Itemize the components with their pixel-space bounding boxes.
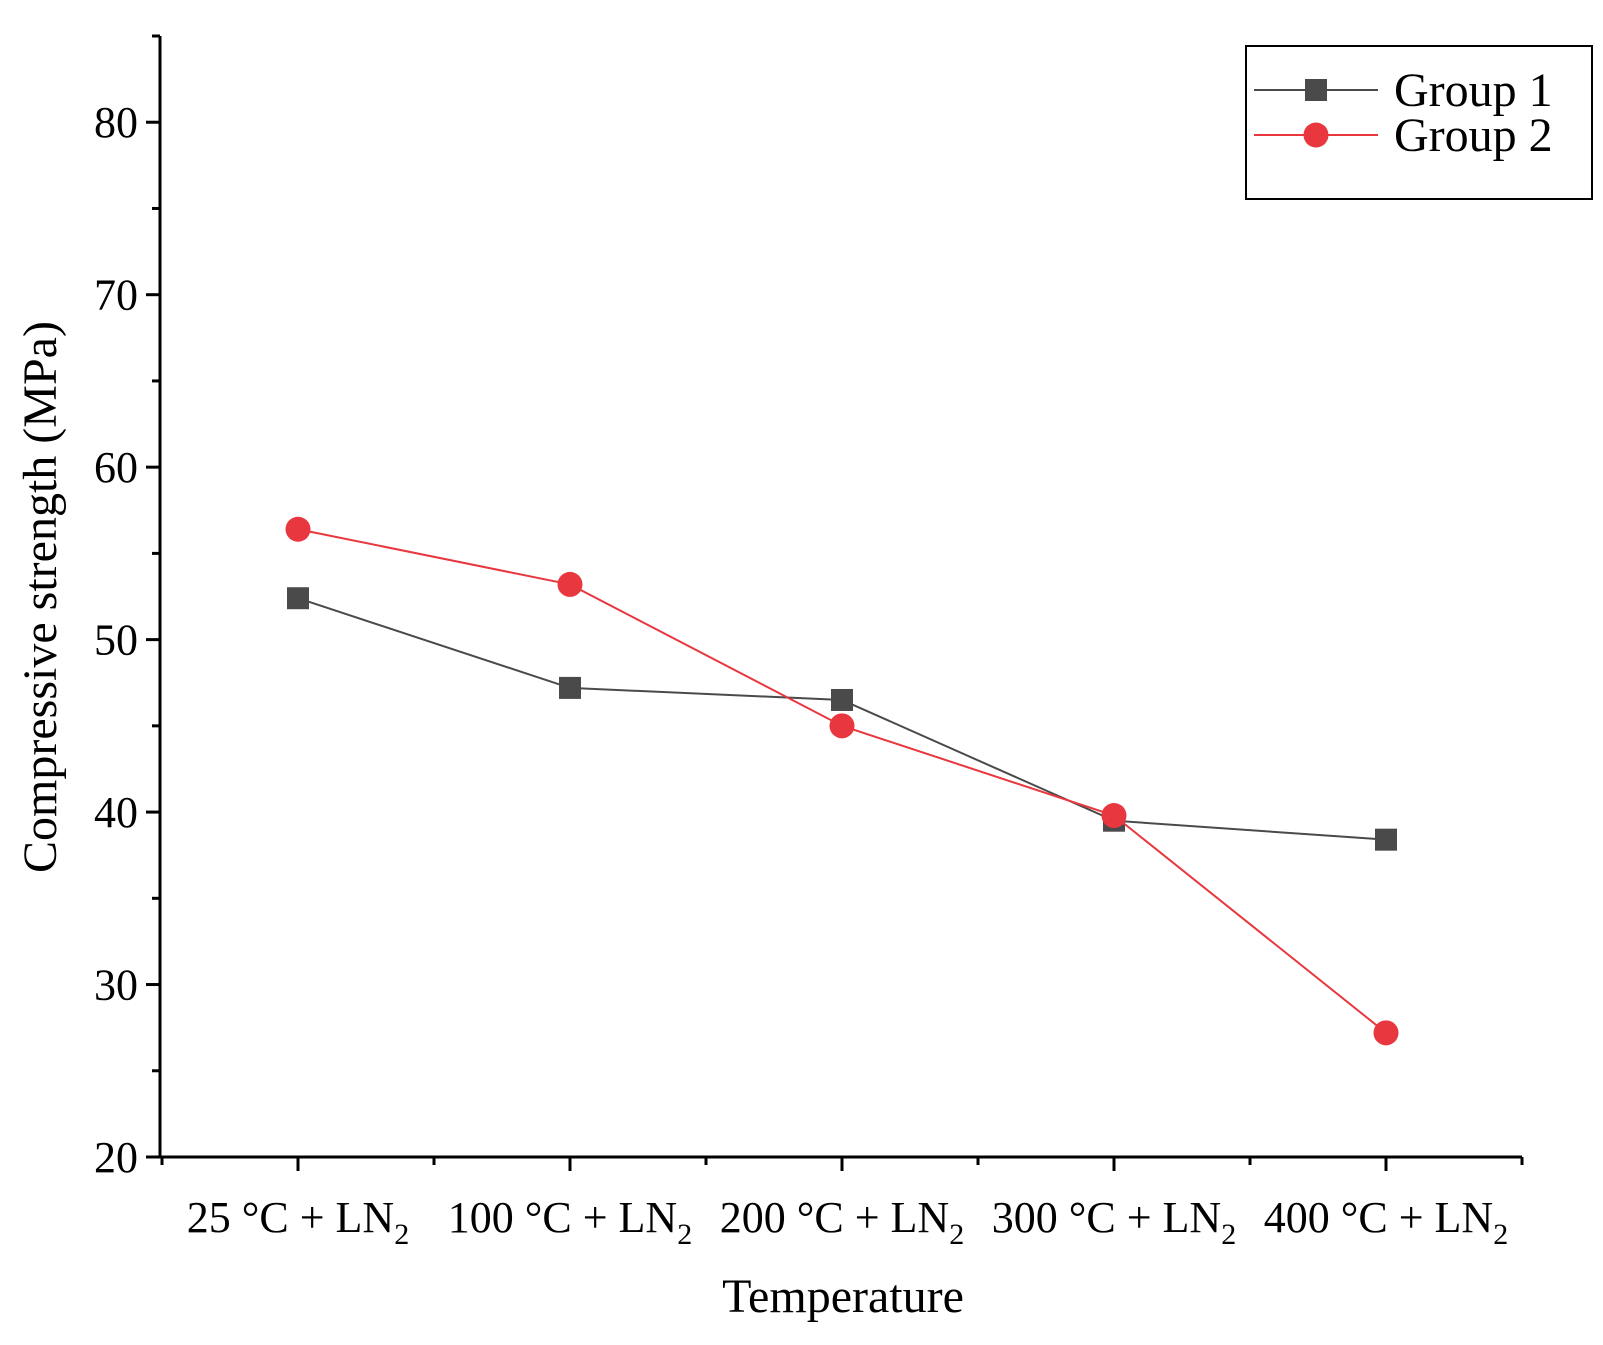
series-2-line	[297, 528, 1387, 1034]
data-point	[557, 571, 583, 597]
series-2	[285, 516, 1399, 1046]
data-point	[1101, 803, 1127, 829]
legend-box	[1245, 45, 1593, 200]
y-tick-label: 70	[94, 271, 138, 320]
y-tick-label: 30	[94, 961, 138, 1010]
data-point	[831, 688, 853, 711]
legend-marker	[1303, 122, 1329, 148]
axes: 20 30 40 50 60 70 80 25 °C + LN2 100 °C + LN2 200…	[94, 34, 1524, 1251]
y-tick-label: 80	[94, 98, 138, 147]
y-tick-label: 20	[94, 1133, 138, 1182]
y-axis-title: Compressive strength (MPa)	[14, 321, 67, 873]
data-point	[559, 676, 581, 699]
y-tick-label: 60	[94, 443, 138, 492]
legend-marker	[1305, 79, 1327, 101]
x-tick-label: 25 °C + LN2	[187, 1193, 409, 1251]
data-point	[1375, 828, 1397, 851]
x-tick-label: 100 °C + LN2	[448, 1193, 692, 1251]
series-layer	[285, 516, 1399, 1046]
data-point	[829, 713, 855, 739]
data-point	[1373, 1020, 1399, 1046]
data-point	[285, 516, 311, 542]
x-tick-label: 300 °C + LN2	[992, 1193, 1236, 1251]
data-point	[287, 587, 309, 610]
x-tick-label: 400 °C + LN2	[1264, 1193, 1508, 1251]
y-tick-label: 50	[94, 616, 138, 665]
legend-label: Group 1	[1394, 64, 1553, 117]
y-tick-label: 40	[94, 788, 138, 837]
x-axis-title: Temperature	[722, 1270, 964, 1323]
legend-label: Group 2	[1394, 109, 1553, 162]
x-tick-label: 200 °C + LN2	[720, 1193, 964, 1251]
